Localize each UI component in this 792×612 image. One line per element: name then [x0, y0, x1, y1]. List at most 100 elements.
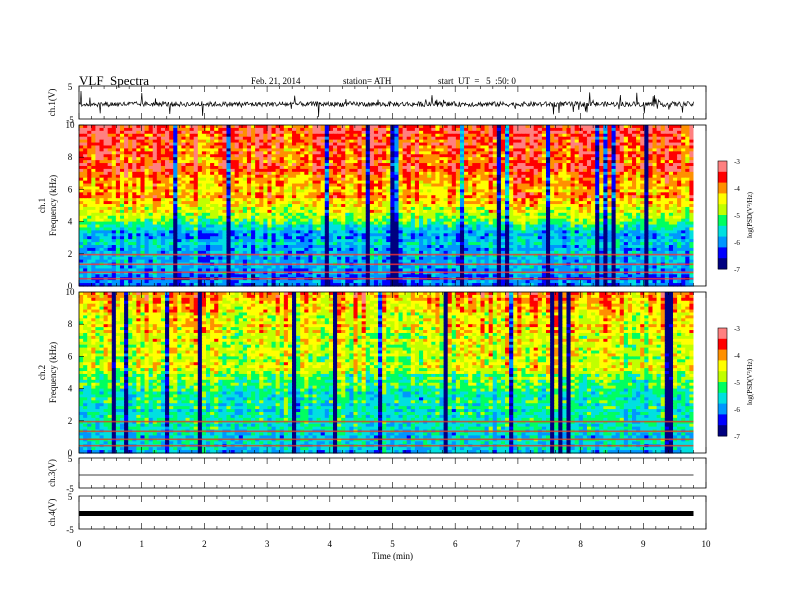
spectrogram-cell: [259, 192, 264, 196]
spectrogram-cell: [181, 157, 187, 161]
spectrogram-cell: [99, 139, 105, 144]
spectrogram-cell: [107, 189, 113, 193]
spectrogram-cell: [361, 142, 367, 147]
spectrogram-cell: [324, 168, 330, 173]
spectrogram-cell: [349, 154, 355, 158]
spectrogram-cell: [472, 130, 477, 135]
spectrogram-cell: [165, 160, 170, 164]
spectrogram-cell: [144, 165, 150, 170]
spectrogram-cell: [537, 163, 543, 167]
spectrogram-cell: [332, 136, 338, 141]
spectrogram-cell: [632, 218, 637, 223]
spectrogram-cell: [410, 130, 416, 135]
spectrogram-cell: [586, 165, 592, 170]
spectrogram-cell: [550, 192, 555, 196]
spectrogram-cell: [357, 192, 363, 196]
spectrogram-cell: [226, 198, 232, 202]
spectrogram-cell: [513, 209, 518, 214]
spectrogram-cell: [582, 189, 588, 193]
spectrogram-cell: [431, 157, 436, 161]
spectrogram-cell: [541, 130, 547, 135]
spectrogram-cell: [378, 209, 383, 214]
spectrogram-cell: [201, 145, 207, 150]
spectrogram-cell: [357, 133, 363, 138]
spectrogram-cell: [459, 180, 465, 185]
spectrogram-cell: [447, 168, 453, 173]
spectrogram-cell: [558, 168, 563, 173]
spectrogram-cell: [521, 174, 527, 179]
spectrogram-cell: [349, 192, 355, 196]
spectrogram-cell: [681, 151, 686, 155]
spectrogram-cell: [312, 174, 318, 179]
spectrogram-cell: [152, 218, 158, 223]
spectrogram-cell: [459, 139, 465, 144]
spectrogram-cell: [480, 168, 486, 173]
spectrogram-cell: [607, 136, 613, 141]
spectrogram-cell: [509, 133, 514, 138]
spectrogram-cell: [83, 221, 88, 226]
spectrogram-cell: [484, 133, 490, 138]
spectrogram-cell: [226, 204, 232, 208]
spectrogram-cell: [591, 186, 596, 190]
spectrogram-cell: [517, 148, 523, 152]
spectrogram-cell: [312, 148, 318, 152]
spectrogram-cell: [451, 189, 457, 193]
spectrogram-cell: [443, 130, 449, 135]
spectrogram-cell: [300, 168, 305, 173]
spectrogram-cell: [95, 148, 101, 152]
spectrogram-cell: [464, 204, 469, 208]
spectrogram-cell: [148, 183, 154, 188]
spectrogram-cell: [558, 157, 563, 161]
spectrogram-cell: [496, 157, 502, 161]
spectrogram-cell: [677, 163, 682, 167]
spectrogram-cell: [644, 183, 649, 188]
spectrogram-cell: [459, 151, 465, 155]
spectrogram-cell: [439, 127, 445, 132]
spectrogram-cell: [554, 192, 559, 196]
spectrogram-cell: [652, 218, 658, 223]
spectrogram-cell: [451, 127, 457, 132]
spectrogram-cell: [189, 174, 195, 179]
spectrogram-cell: [255, 212, 260, 217]
spectrogram-cell: [484, 215, 490, 220]
spectrogram-cell: [427, 165, 432, 170]
spectrogram-cell: [640, 136, 645, 141]
spectrogram-cell: [201, 139, 207, 144]
spectrogram-cell: [537, 130, 543, 135]
spectrogram-cell: [632, 139, 637, 144]
spectrogram-cell: [332, 157, 338, 161]
spectrogram-cell: [361, 130, 367, 135]
spectrogram-cell: [586, 218, 592, 223]
spectrogram-cell: [353, 204, 359, 208]
spectrogram-cell: [251, 174, 256, 179]
spectrogram-cell: [398, 127, 404, 132]
spectrogram-cell: [87, 221, 92, 226]
spectrogram-cell: [83, 183, 88, 188]
spectrogram-cell: [234, 215, 240, 220]
spectrogram-cell: [447, 154, 453, 158]
spectrogram-cell: [332, 163, 338, 167]
spectrogram-cell: [656, 195, 662, 199]
spectrogram-cell: [660, 186, 666, 190]
spectrogram-cell: [455, 192, 461, 196]
spectrogram-cell: [476, 163, 482, 167]
spectrogram-cell: [435, 125, 441, 129]
spectrogram-cell: [582, 165, 588, 170]
spectrogram-cell: [570, 148, 576, 152]
spectrogram-cell: [218, 201, 223, 205]
spectrogram-cell: [373, 189, 379, 193]
spectrogram-cell: [689, 180, 695, 185]
spectrogram-cell: [398, 139, 404, 144]
spectrogram-cell: [402, 186, 408, 190]
spectrogram-cell: [341, 215, 346, 220]
spectrogram-cell: [296, 206, 301, 211]
spectrogram-cell: [533, 145, 539, 150]
spectrogram-cell: [79, 157, 84, 161]
spectrogram-cell: [337, 154, 342, 158]
spectrogram-cell: [107, 154, 113, 158]
spectrogram-cell: [537, 189, 543, 193]
spectrogram-cell: [95, 198, 101, 202]
spectrogram-cell: [259, 127, 264, 132]
spectrogram-cell: [607, 139, 613, 144]
spectrogram-cell: [586, 136, 592, 141]
